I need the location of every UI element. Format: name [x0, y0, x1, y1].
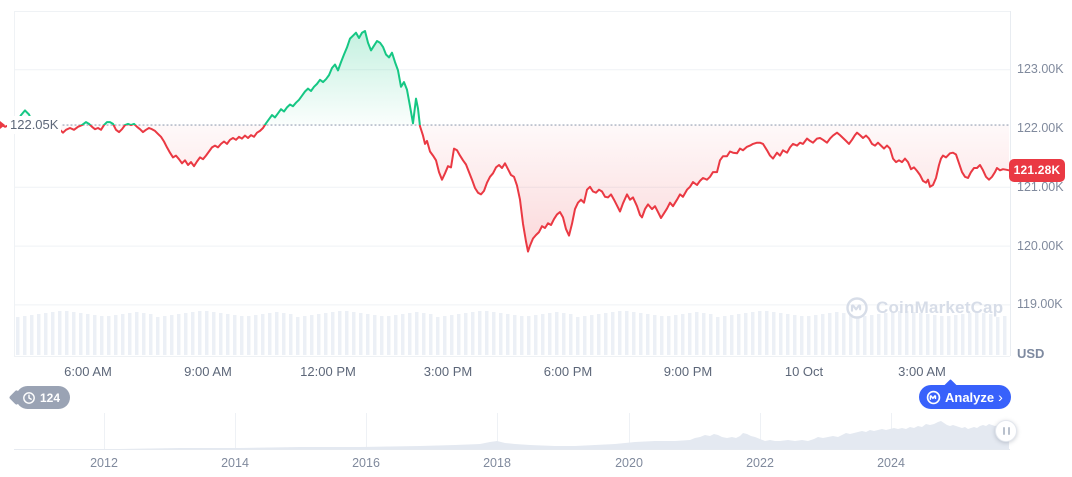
baseline-price-label: 122.05K: [7, 116, 62, 135]
coinmarketcap-logo-icon: [846, 297, 868, 319]
timeline-minimap-brush[interactable]: [14, 412, 1010, 451]
x-axis-tick-label: 9:00 PM: [663, 364, 713, 379]
y-axis-tick-label: 119.00K: [1017, 297, 1063, 312]
watermark-text: CoinMarketCap: [876, 298, 1004, 317]
timeline-year-label: 2022: [746, 456, 774, 470]
baseline-tick-icon: [0, 121, 5, 130]
timeline-year-label: 2016: [352, 456, 380, 470]
x-axis-tick-label: 10 Oct: [784, 364, 824, 379]
history-clock-icon: [23, 391, 35, 404]
axis-unit-label: USD: [1017, 346, 1045, 361]
timeline-year-label: 2020: [615, 456, 643, 470]
analyze-button[interactable]: Analyze ›: [919, 385, 1011, 409]
timeline-year-label: 2018: [483, 456, 511, 470]
timeline-year-label: 2024: [877, 456, 905, 470]
last-price-badge: 121.28K: [1009, 158, 1065, 182]
handle-grip-icon: [1007, 427, 1010, 435]
handle-grip-icon: [1002, 427, 1005, 435]
watermark: CoinMarketCap: [845, 296, 1003, 320]
history-count: 124: [40, 390, 61, 405]
chevron-right-icon: ›: [998, 388, 1003, 405]
analyze-button-label: Analyze: [945, 389, 995, 405]
coinmarketcap-logo-icon: [926, 390, 941, 404]
x-axis-tick-label: 12:00 PM: [300, 364, 356, 379]
x-axis-tick-label: 3:00 AM: [898, 364, 946, 379]
y-axis-tick-label: 121.00K: [1017, 179, 1064, 194]
x-axis-tick-label: 6:00 AM: [64, 364, 112, 379]
y-axis-tick-label: 122.00K: [1017, 121, 1064, 135]
y-axis-tick-label: 120.00K: [1017, 238, 1064, 253]
history-count-badge[interactable]: 124: [16, 386, 71, 409]
range-handle[interactable]: [995, 420, 1017, 442]
x-axis-tick-label: 6:00 PM: [543, 364, 593, 379]
x-axis-tick-label: 3:00 PM: [423, 364, 473, 379]
timeline-year-label: 2012: [90, 456, 118, 470]
timeline-year-label: 2014: [221, 456, 249, 470]
y-axis-tick-label: 123.00K: [1017, 62, 1064, 77]
x-axis-tick-label: 9:00 AM: [184, 364, 232, 379]
